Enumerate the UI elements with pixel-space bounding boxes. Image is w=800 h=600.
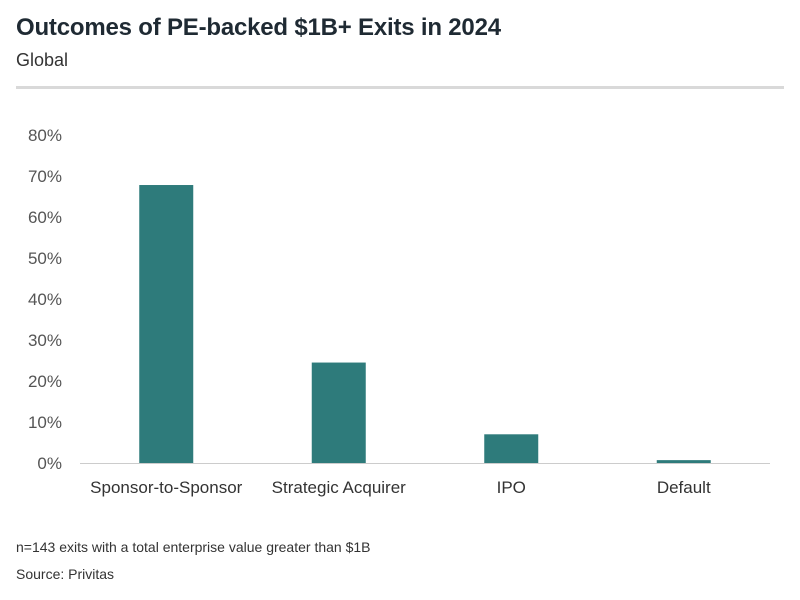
sample-note: n=143 exits with a total enterprise valu…: [16, 539, 371, 555]
bar-default: [656, 460, 711, 463]
y-tick-label: 20%: [28, 372, 62, 391]
source-note: Source: Privitas: [16, 566, 115, 582]
y-tick-label: 60%: [28, 208, 62, 227]
y-tick-label: 50%: [28, 249, 62, 268]
title-divider: [16, 86, 784, 89]
x-axis: Sponsor-to-Sponsor Strategic Acquirer IPO D…: [90, 478, 711, 497]
x-tick-label: Strategic Acquirer: [272, 478, 407, 497]
bar-ipo: [484, 434, 539, 463]
y-tick-label: 40%: [28, 290, 62, 309]
chart-title: Outcomes of PE-backed $1B+ Exits in 2024: [16, 14, 501, 41]
y-tick-label: 0%: [37, 454, 62, 473]
y-tick-label: 10%: [28, 413, 62, 432]
x-tick-label: IPO: [497, 478, 526, 497]
y-tick-label: 30%: [28, 331, 62, 350]
bar-sponsor-to-sponsor: [139, 185, 194, 463]
bar-strategic-acquirer: [311, 362, 366, 463]
y-axis: 0% 10% 20% 30% 40% 50% 60% 70% 80%: [28, 126, 62, 473]
y-tick-label: 80%: [28, 126, 62, 145]
chart-subtitle: Global: [16, 50, 69, 70]
bars: [139, 185, 711, 463]
x-tick-label: Sponsor-to-Sponsor: [90, 478, 242, 497]
y-tick-label: 70%: [28, 167, 62, 186]
x-tick-label: Default: [657, 478, 711, 497]
bar-chart: 0% 10% 20% 30% 40% 50% 60% 70% 80% Sponsor-to-Sp…: [28, 126, 770, 497]
